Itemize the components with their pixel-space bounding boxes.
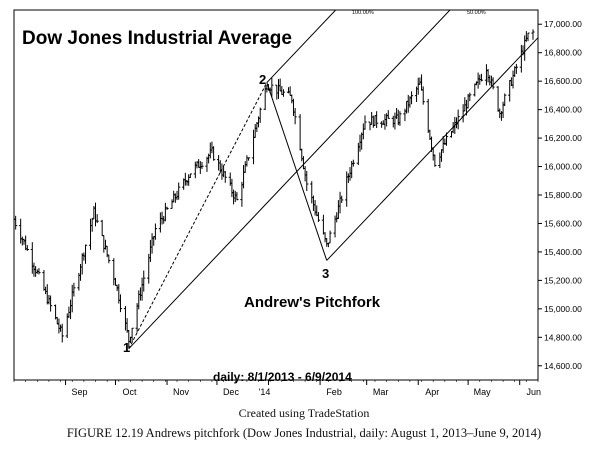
y-tick-label: 16,400.00 <box>544 105 582 115</box>
y-tick-label: 15,200.00 <box>544 275 582 285</box>
x-tick-label: '14 <box>259 387 271 397</box>
x-tick-label: Feb <box>326 387 342 397</box>
chart-title: Dow Jones Industrial Average <box>22 28 292 49</box>
lower-parallel-line <box>326 36 538 261</box>
credit-line: Created using TradeStation <box>238 406 370 420</box>
y-tick-label: 17,000.00 <box>544 19 582 29</box>
chart-subtitle: Andrew's Pitchfork <box>244 294 381 311</box>
pitchfork-lines <box>128 10 538 350</box>
axes: 14,600.00 14,800.00 15,000.00 15,200.00 15,4… <box>13 19 582 397</box>
pivot-label-2: 2 <box>259 72 266 87</box>
median-line <box>128 10 451 350</box>
y-tick-label: 15,000.00 <box>544 304 582 314</box>
plot-frame <box>13 9 539 381</box>
x-tick-label: Nov <box>173 387 190 397</box>
x-tick-label: May <box>474 387 492 397</box>
x-tick-label: Sep <box>72 387 88 397</box>
y-tick-label: 16,000.00 <box>544 162 582 172</box>
line-label-50: 50.00% <box>467 10 486 16</box>
y-tick-label: 15,400.00 <box>544 247 582 257</box>
y-tick-label: 15,600.00 <box>544 218 582 228</box>
pivot-label-1: 1 <box>123 340 130 355</box>
y-tick-label: 14,800.00 <box>544 332 582 342</box>
x-tick-label: Jun <box>526 387 541 397</box>
pivot-label-3: 3 <box>322 266 329 281</box>
y-tick-label: 15,800.00 <box>544 190 582 200</box>
x-tick-label: Mar <box>373 387 389 397</box>
price-bars <box>14 29 535 349</box>
y-tick-label: 16,200.00 <box>544 133 582 143</box>
x-tick-label: Apr <box>425 387 439 397</box>
y-tick-label: 14,600.00 <box>544 361 582 371</box>
x-tick-label: Dec <box>223 387 240 397</box>
y-tick-label: 16,800.00 <box>544 48 582 58</box>
date-range-label: daily: 8/1/2013 - 6/9/2014 <box>213 370 352 384</box>
x-tick-label: Oct <box>122 387 137 397</box>
y-tick-label: 16,600.00 <box>544 76 582 86</box>
figure-caption: FIGURE 12.19 Andrews pitchfork (Dow Jone… <box>66 426 542 440</box>
line-label-100: 100.00% <box>352 10 374 16</box>
